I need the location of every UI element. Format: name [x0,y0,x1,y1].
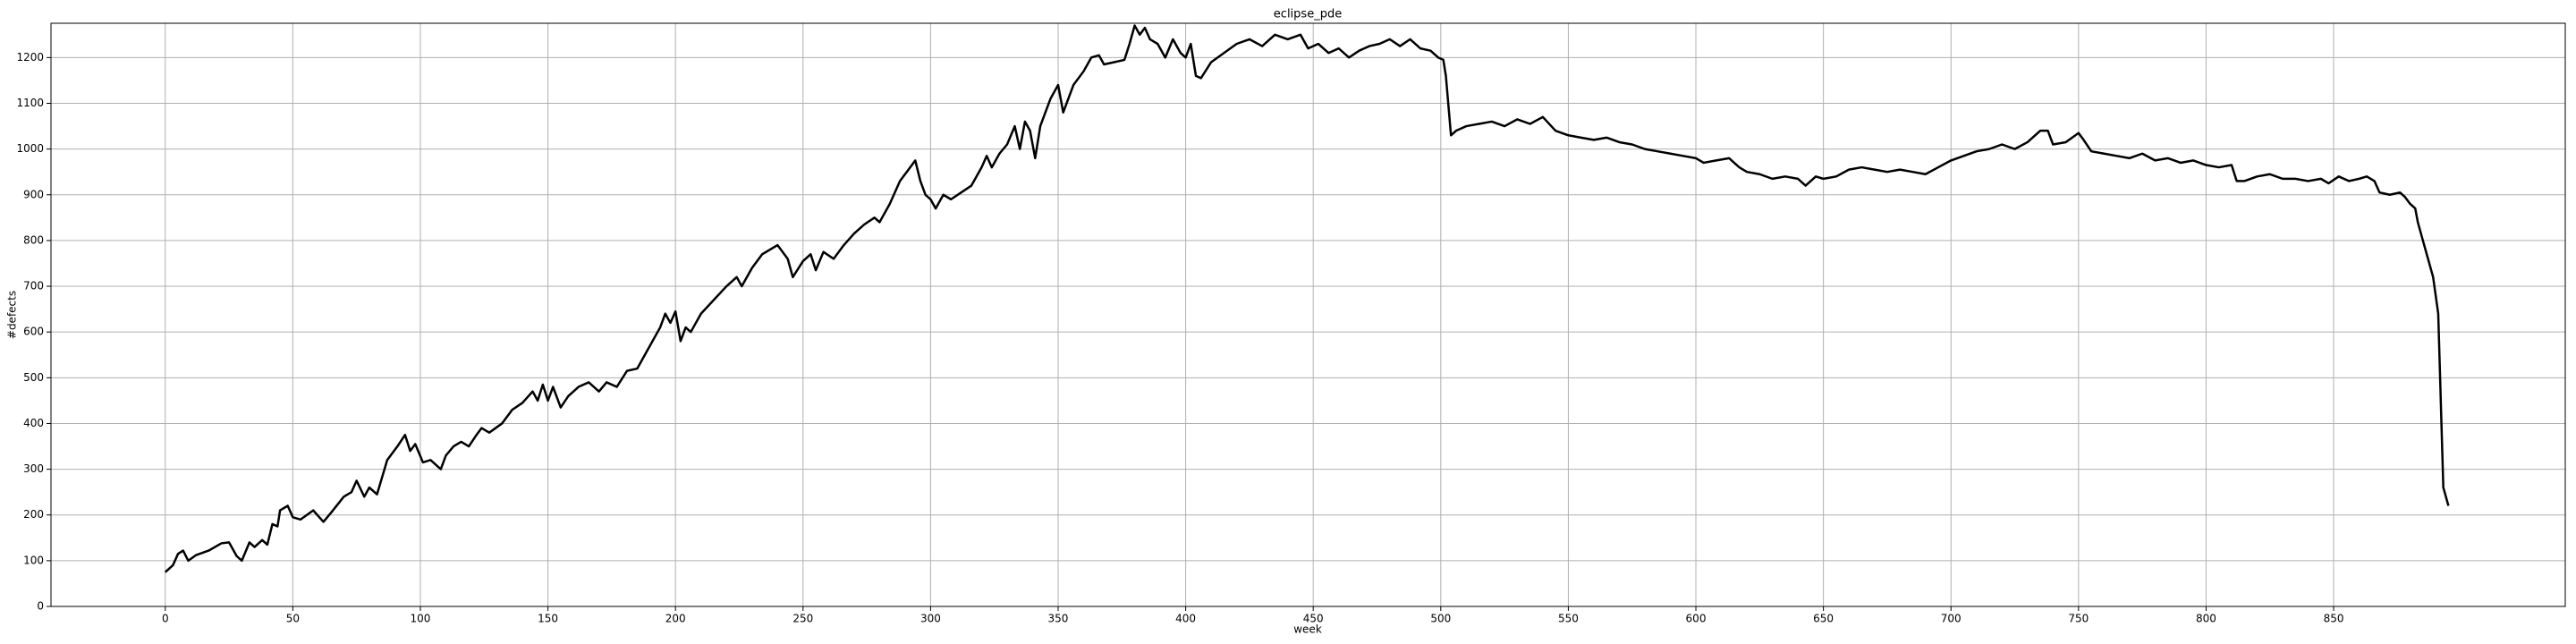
x-tick-label: 800 [2196,613,2216,625]
y-tick-label: 900 [23,188,44,200]
y-tick-label: 100 [23,554,44,566]
x-tick-label: 600 [1686,613,1707,625]
x-axis-label: week [1293,623,1322,636]
y-tick-label: 0 [37,600,44,613]
y-tick-label: 400 [23,417,44,429]
x-tick-label: 750 [2068,613,2089,625]
y-tick-label: 1000 [16,142,44,155]
y-tick-label: 800 [23,233,44,246]
x-tick-label: 150 [538,613,558,625]
y-tick-label: 600 [23,326,44,338]
y-tick-label: 200 [23,508,44,521]
y-tick-label: 300 [23,462,44,475]
x-tick-label: 350 [1048,613,1069,625]
x-tick-label: 450 [1303,613,1324,625]
x-tick-label: 100 [411,613,431,625]
x-tick-label: 300 [920,613,941,625]
chart-title: eclipse_pde [1274,8,1342,21]
x-tick-label: 250 [792,613,813,625]
x-tick-label: 0 [162,613,169,625]
y-axis-label: #defects [6,291,19,339]
x-tick-label: 50 [286,613,300,625]
y-tick-label: 500 [23,371,44,384]
x-tick-label: 550 [1558,613,1579,625]
y-tick-label: 1100 [16,97,44,109]
x-tick-label: 400 [1175,613,1196,625]
data-line [164,24,2450,573]
x-tick-label: 500 [1430,613,1451,625]
x-tick-label: 200 [665,613,686,625]
y-tick-label: 1200 [16,51,44,64]
x-tick-label: 850 [2324,613,2344,625]
y-tick-label: 700 [23,280,44,292]
x-tick-label: 650 [1813,613,1834,625]
x-tick-label: 700 [1941,613,1962,625]
plot-frame [50,22,2566,607]
